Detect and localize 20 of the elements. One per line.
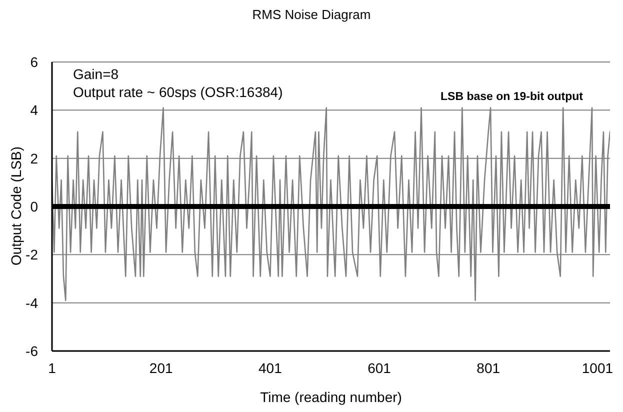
line-series	[52, 107, 610, 302]
y-tick-label: -4	[26, 294, 38, 311]
x-tick-label: 201	[149, 360, 173, 376]
x-tick-label: 1001	[582, 360, 614, 376]
x-tick-label: 801	[476, 360, 500, 376]
chart-title: RMS Noise Diagram	[251, 7, 372, 22]
x-tick-label: 401	[258, 360, 282, 376]
y-tick-label: 6	[30, 54, 38, 70]
annotation: Output rate ~ 60sps (OSR:16384)	[73, 84, 283, 100]
y-tick-label: 4	[30, 102, 38, 118]
y-tick-label: 2	[30, 150, 38, 166]
x-tick-label: 601	[368, 360, 392, 376]
y-tick-label: 0	[30, 198, 38, 214]
x-tick-label: 1	[48, 360, 56, 376]
y-axis-title: Output Code (LSB)	[8, 146, 24, 266]
annotation: LSB base on 19-bit output	[440, 90, 583, 105]
y-tick-label: -2	[26, 246, 38, 263]
annotation: Gain=8	[73, 66, 119, 82]
y-tick-label: -6	[26, 342, 38, 359]
x-axis-title: Time (reading number)	[259, 389, 403, 405]
